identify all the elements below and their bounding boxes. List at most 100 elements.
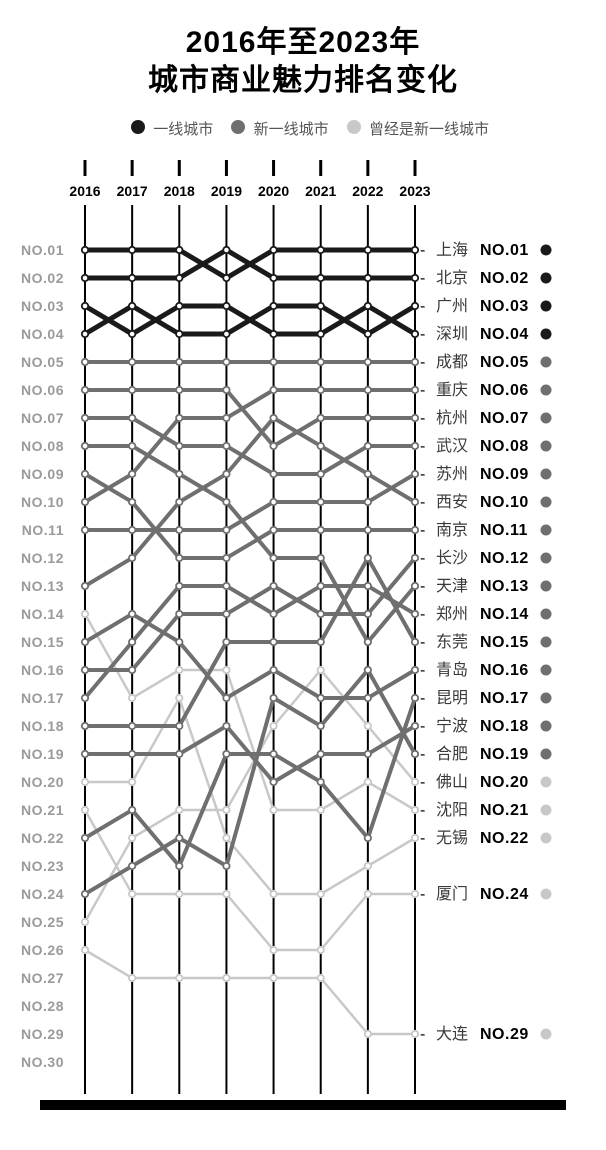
series-node xyxy=(270,779,276,785)
city-rank-label: NO.08 xyxy=(480,438,529,455)
rank-label-left: NO.12 xyxy=(21,550,64,566)
series-node xyxy=(223,807,229,813)
series-line xyxy=(85,614,415,698)
series-node xyxy=(176,415,182,421)
right-dash: - xyxy=(420,354,425,371)
series-node xyxy=(176,667,182,673)
series-node xyxy=(318,695,324,701)
series-node xyxy=(129,471,135,477)
series-node xyxy=(129,415,135,421)
series-node xyxy=(365,779,371,785)
series-node xyxy=(223,303,229,309)
right-dash: - xyxy=(420,774,425,791)
series-node xyxy=(412,611,418,617)
series-node xyxy=(82,751,88,757)
series-node xyxy=(129,975,135,981)
city-tier-dot xyxy=(541,553,552,564)
city-name-label: 杭州 xyxy=(436,409,468,427)
series-node xyxy=(365,555,371,561)
city-tier-dot xyxy=(541,385,552,396)
series-node xyxy=(270,275,276,281)
series-node xyxy=(412,723,418,729)
series-node xyxy=(412,583,418,589)
city-rank-label: NO.29 xyxy=(480,1026,529,1043)
series-node xyxy=(223,527,229,533)
series-node xyxy=(223,499,229,505)
series-node xyxy=(82,695,88,701)
series-node xyxy=(129,863,135,869)
city-name-label: 苏州 xyxy=(436,465,468,483)
series-node xyxy=(365,891,371,897)
city-name-label: 重庆 xyxy=(436,381,468,399)
right-dash: - xyxy=(420,466,425,483)
city-rank-label: NO.17 xyxy=(480,690,529,707)
rank-label-left: NO.07 xyxy=(21,410,64,426)
rank-label-left: NO.11 xyxy=(22,522,64,538)
city-tier-dot xyxy=(541,497,552,508)
city-rank-label: NO.11 xyxy=(480,522,528,539)
series-node xyxy=(365,331,371,337)
city-name-label: 武汉 xyxy=(436,437,468,455)
series-node xyxy=(176,611,182,617)
series-node xyxy=(270,499,276,505)
series-node xyxy=(365,387,371,393)
rank-label-left: NO.09 xyxy=(21,466,64,482)
series-node xyxy=(82,331,88,337)
series-node xyxy=(176,555,182,561)
city-name-label: 天津 xyxy=(436,577,468,595)
series-node xyxy=(318,247,324,253)
series-node xyxy=(223,751,229,757)
series-node xyxy=(223,275,229,281)
series-node xyxy=(129,891,135,897)
series-node xyxy=(270,527,276,533)
series-node xyxy=(318,415,324,421)
series-node xyxy=(270,415,276,421)
series-node xyxy=(365,863,371,869)
series-node xyxy=(318,611,324,617)
series-node xyxy=(176,639,182,645)
rank-label-left: NO.16 xyxy=(21,662,64,678)
rank-label-left: NO.28 xyxy=(21,998,64,1014)
series-node xyxy=(412,247,418,253)
series-node xyxy=(270,695,276,701)
series-node xyxy=(270,667,276,673)
series-node xyxy=(129,807,135,813)
series-node xyxy=(176,807,182,813)
series-node xyxy=(365,583,371,589)
rank-label-left: NO.15 xyxy=(21,634,64,650)
city-name-label: 上海 xyxy=(436,241,468,259)
series-node xyxy=(223,359,229,365)
series-node xyxy=(365,611,371,617)
series-node xyxy=(176,695,182,701)
series-node xyxy=(412,527,418,533)
series-node xyxy=(318,751,324,757)
right-dash: - xyxy=(420,382,425,399)
series-node xyxy=(270,387,276,393)
series-node xyxy=(82,947,88,953)
series-node xyxy=(270,555,276,561)
series-node xyxy=(82,303,88,309)
series-node xyxy=(270,807,276,813)
series-node xyxy=(223,471,229,477)
series-node xyxy=(129,751,135,757)
year-label: 2016 xyxy=(69,183,100,199)
city-tier-dot xyxy=(541,441,552,452)
series-node xyxy=(365,835,371,841)
series-node xyxy=(129,387,135,393)
series-line xyxy=(85,810,415,950)
series-node xyxy=(270,891,276,897)
series-node xyxy=(270,723,276,729)
rank-label-left: NO.29 xyxy=(21,1026,64,1042)
city-rank-label: NO.20 xyxy=(480,774,529,791)
series-node xyxy=(365,247,371,253)
rank-label-left: NO.04 xyxy=(21,326,64,342)
city-name-label: 郑州 xyxy=(436,605,468,623)
city-name-label: 成都 xyxy=(436,353,468,371)
series-node xyxy=(129,667,135,673)
right-dash: - xyxy=(420,830,425,847)
city-tier-dot xyxy=(541,609,552,620)
series-node xyxy=(318,387,324,393)
series-node xyxy=(412,807,418,813)
city-tier-dot xyxy=(541,665,552,676)
series-node xyxy=(223,975,229,981)
